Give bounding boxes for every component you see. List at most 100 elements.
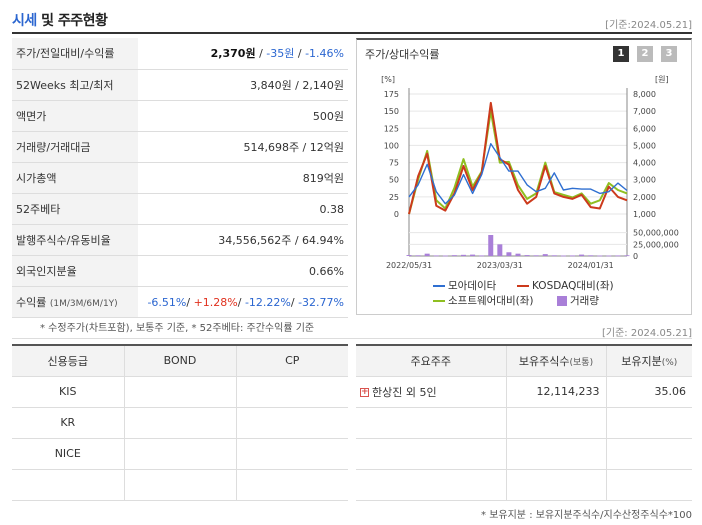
empty-cell	[356, 438, 506, 470]
value-par: 500원	[138, 100, 348, 132]
title-accent: 시세	[12, 13, 37, 29]
expand-plus-icon[interactable]: +	[360, 387, 369, 397]
volume-bar	[506, 252, 512, 256]
price-change: -35원	[266, 47, 295, 61]
y-left-tick-label: 25	[389, 193, 399, 202]
row-mktcap: 시가총액 819억원	[12, 162, 348, 194]
volume-bar	[451, 255, 457, 256]
label-par: 액면가	[12, 100, 138, 132]
volume-bar	[488, 235, 494, 256]
volume-bar	[570, 255, 575, 257]
x-tick-label: 2024/01/31	[568, 261, 614, 270]
y-right-unit: [원]	[655, 75, 669, 84]
credit-agency: KIS	[12, 376, 124, 408]
holder-shares: 12,114,233	[505, 376, 606, 408]
major-holders-table: 주요주주 보유주식수(보통) 보유지분(%) + 한상진 외 5인 12,114,…	[356, 344, 692, 501]
table-row	[356, 438, 692, 470]
credit-bond	[123, 376, 236, 408]
empty-cell	[605, 469, 692, 501]
row-shares: 발행주식수/유동비율 34,556,562주 / 64.94%	[12, 224, 348, 257]
holders-header-row: 주요주주 보유주식수(보통) 보유지분(%)	[356, 345, 692, 377]
value-returns: -6.51%/ +1.28%/ -12.22%/ -32.77%	[138, 286, 348, 319]
value-price-change: 2,370원 / -35원 / -1.46%	[138, 38, 348, 70]
credit-cp	[235, 469, 348, 501]
chart-tab-3[interactable]: 3	[661, 46, 677, 62]
page-title: 시세 및 주주현황	[12, 10, 108, 30]
table-row	[356, 407, 692, 439]
legend-label-1: 모아데이타	[448, 280, 497, 292]
series-line	[408, 101, 628, 215]
label-returns: 수익률 (1M/3M/6M/1Y)	[12, 286, 138, 319]
credit-agency	[12, 469, 124, 501]
holder-name-cell[interactable]: + 한상진 외 5인	[356, 376, 506, 408]
empty-cell	[505, 407, 606, 439]
legend-item-moadata: 모아데이타	[433, 278, 496, 293]
credit-bond	[123, 469, 236, 501]
y-right-tick-label: 2,000	[633, 193, 656, 202]
legend-swatch-green	[433, 300, 445, 302]
credit-cp	[235, 376, 348, 408]
empty-cell	[605, 438, 692, 470]
return-1y: -32.77%	[298, 295, 344, 309]
volume-bar	[415, 255, 421, 257]
y-left-tick-label: 150	[384, 107, 399, 116]
y-left-unit: [%]	[381, 75, 395, 84]
note-adjusted-price: * 수정주가(차트포함), 보통주 기준, * 52주베타: 주간수익률 기준	[40, 323, 315, 334]
label-volume: 거래량/거래대금	[12, 131, 138, 163]
volume-bar	[560, 255, 566, 257]
value-volume: 514,698주 / 12억원	[138, 131, 348, 163]
y-right-tick-label: 8,000	[633, 90, 656, 99]
y-left-tick-label: 50	[389, 176, 399, 185]
y-left-tick-label: 125	[384, 124, 399, 133]
table-row: NICE	[12, 438, 348, 470]
legend-swatch-purple	[557, 296, 567, 306]
legend-label-4: 거래량	[570, 295, 599, 307]
volume-bar	[461, 254, 466, 256]
returns-label-sub: (1M/3M/6M/1Y)	[49, 299, 118, 310]
row-52weeks: 52Weeks 최고/최저 3,840원 / 2,140원	[12, 69, 348, 101]
legend-item-kosdaq: KOSDAQ대비(좌)	[517, 278, 614, 293]
row-volume: 거래량/거래대금 514,698주 / 12억원	[12, 131, 348, 163]
y-left-tick-label: 100	[384, 141, 399, 150]
credit-bond	[123, 407, 236, 439]
base-date: [기준:2024.05.21]	[605, 20, 692, 31]
legend-label-2: KOSDAQ대비(좌)	[532, 280, 614, 292]
label-foreign: 외국인지분율	[12, 255, 138, 288]
credit-header-cp: CP	[235, 345, 348, 377]
holders-header-shares: 보유주식수(보통)	[505, 345, 606, 377]
label-beta: 52주베타	[12, 193, 138, 226]
return-3m: +1.28%	[193, 295, 238, 309]
volume-bar	[433, 255, 439, 257]
row-foreign: 외국인지분율 0.66%	[12, 255, 348, 288]
volume-bar	[588, 255, 594, 257]
y-volume-tick-label: 0	[633, 252, 638, 261]
section-header: 시세 및 주주현황 [기준:2024.05.21]	[12, 8, 692, 34]
holders-header-name: 주요주주	[356, 345, 506, 377]
legend-item-software: 소프트웨어대비(좌)	[433, 293, 533, 308]
empty-cell	[505, 469, 606, 501]
holders-header-pct-main: 보유지분	[621, 354, 662, 368]
y-volume-tick-label: 50,000,000	[633, 229, 679, 238]
y-volume-tick-label: 25,000,000	[633, 240, 679, 249]
volume-bar	[515, 253, 521, 256]
volume-bar	[533, 255, 539, 257]
label-shares: 발행주식수/유동비율	[12, 224, 138, 257]
volume-bar	[424, 253, 430, 256]
volume-bar	[542, 254, 548, 256]
current-price: 2,370원	[210, 47, 256, 61]
y-right-tick-label: 4,000	[633, 159, 656, 168]
credit-agency: NICE	[12, 438, 124, 470]
divider	[12, 338, 692, 339]
holder-pct: 35.06	[605, 376, 692, 408]
y-left-tick-label: 0	[394, 210, 399, 219]
chart-tab-2[interactable]: 2	[637, 46, 653, 62]
volume-bar	[551, 255, 557, 257]
title-rest: 및 주주현황	[36, 13, 108, 29]
label-mktcap: 시가총액	[12, 162, 138, 194]
table-row: KIS	[12, 376, 348, 408]
base-date-2: [기준: 2024.05.21]	[601, 328, 692, 339]
chart-tab-1[interactable]: 1	[613, 46, 629, 62]
table-row: KR	[12, 407, 348, 439]
holders-header-shares-main: 보유주식수	[518, 354, 570, 368]
label-52weeks: 52Weeks 최고/최저	[12, 69, 138, 101]
